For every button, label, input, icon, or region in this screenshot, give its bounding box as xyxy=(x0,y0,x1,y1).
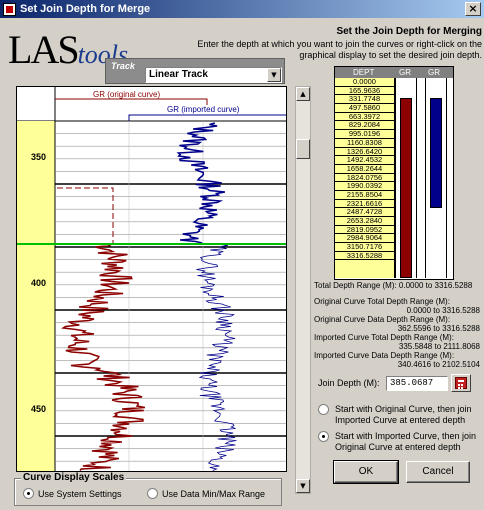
orig-data-label: Original Curve Data Depth Range (M): xyxy=(314,315,451,324)
depth-row: 165.9636 xyxy=(335,86,394,96)
log-plot[interactable]: GR (original curve) GR (imported curve) … xyxy=(16,86,287,472)
scales-title: Curve Display Scales xyxy=(21,472,127,483)
depth-row: 1326.6420 xyxy=(335,147,394,157)
option-start-imported[interactable]: Start with Imported Curve, then join Ori… xyxy=(318,431,482,453)
scale-minmax-radio[interactable] xyxy=(147,488,158,499)
depth-grid xyxy=(55,121,286,471)
cancel-button[interactable]: Cancel xyxy=(406,461,470,483)
depth-label-400: 400 xyxy=(31,278,46,288)
ok-button[interactable]: OK xyxy=(333,460,399,484)
imp-total-label: Imported Curve Total Depth Range (M): xyxy=(314,333,454,342)
depth-row: 1492.4532 xyxy=(335,155,394,165)
start-imported-radio[interactable] xyxy=(318,431,329,442)
imp-data-value: 340.4616 to 2102.5104 xyxy=(397,360,480,369)
depth-row: 2487.4728 xyxy=(335,208,394,217)
depth-row: 0.0000 xyxy=(335,77,394,87)
depth-overview-table[interactable]: DEPT GR GR 0.0000 165.9636 331.7748 497.586… xyxy=(334,66,454,280)
close-button[interactable]: × xyxy=(465,2,481,16)
join-depth-label: Join Depth (M): xyxy=(318,378,380,388)
track-select[interactable]: Linear Track ▼ xyxy=(145,67,282,83)
original-curve xyxy=(61,243,146,471)
chevron-down-icon[interactable]: ▼ xyxy=(267,68,281,82)
logo-las-text: LAS xyxy=(8,27,80,72)
total-depth-range: Total Depth Range (M): 0.0000 to 3316.52… xyxy=(314,281,473,290)
scale-system-label: Use System Settings xyxy=(38,488,122,499)
calculator-icon xyxy=(455,377,467,389)
curve-display-scales-group: Curve Display Scales Use System Settings… xyxy=(14,472,282,506)
imported-gr-bar xyxy=(430,98,442,208)
depth-row: 1160.8308 xyxy=(335,138,394,148)
lastools-logo: LAStools xyxy=(8,26,128,72)
depth-track xyxy=(17,121,55,471)
scale-minmax-label: Use Data Min/Max Range xyxy=(162,488,266,499)
imp-total-value: 335.5848 to 2111.8068 xyxy=(398,342,480,351)
depth-row: 1824.0756 xyxy=(335,173,394,183)
option-start-original[interactable]: Start with Original Curve, then join Imp… xyxy=(318,404,478,426)
scroll-down-icon[interactable]: ▼ xyxy=(296,479,310,493)
imported-curve-label: GR (imported curve) xyxy=(167,105,240,114)
original-curve-label: GR (original curve) xyxy=(93,90,160,99)
imported-curve xyxy=(176,122,226,244)
depth-row: 497.5860 xyxy=(335,103,394,113)
window-title: Set Join Depth for Merge xyxy=(20,3,151,15)
depth-label-350: 350 xyxy=(31,152,46,162)
depth-label-450: 450 xyxy=(31,404,46,414)
depth-table-header: DEPT GR GR xyxy=(335,67,453,78)
app-icon xyxy=(3,2,16,16)
scroll-thumb[interactable] xyxy=(296,139,310,159)
start-original-radio[interactable] xyxy=(318,404,329,415)
scale-system-option[interactable]: Use System Settings xyxy=(23,488,122,499)
original-curve-bracket xyxy=(57,187,114,244)
orig-total-value: 0.0000 to 3316.5288 xyxy=(406,306,480,315)
depth-row: 2819.0952 xyxy=(335,225,394,235)
col-header-gr-imported: GR xyxy=(428,68,440,77)
join-depth-input[interactable]: 385.0687 xyxy=(386,376,448,391)
col-header-dept: DEPT xyxy=(353,68,375,77)
depth-row: 663.3972 xyxy=(335,112,394,122)
depth-row: 2321.6616 xyxy=(335,199,394,209)
depth-row: 1658.2644 xyxy=(335,164,394,174)
depth-row: 3316.5288 xyxy=(335,251,394,261)
imported-gr-column xyxy=(425,78,447,278)
depth-row: 2984.9064 xyxy=(335,234,394,244)
depth-row: 2653.2840 xyxy=(335,216,394,226)
depth-row: 2155.8504 xyxy=(335,190,394,200)
scale-system-radio[interactable] xyxy=(23,488,34,499)
original-gr-column xyxy=(395,78,417,278)
page-title: Set the Join Depth for Merging xyxy=(336,26,482,37)
track-select-value: Linear Track xyxy=(149,69,208,80)
scale-minmax-option[interactable]: Use Data Min/Max Range xyxy=(147,488,265,499)
depth-labels: 350 400 450 xyxy=(31,152,46,414)
title-bar: Set Join Depth for Merge × xyxy=(0,0,484,18)
imp-data-label: Imported Curve Data Depth Range (M): xyxy=(314,351,455,360)
start-original-label: Start with Original Curve, then join Imp… xyxy=(335,404,472,425)
col-header-gr-original: GR xyxy=(399,68,411,77)
depth-row: 1990.0392 xyxy=(335,182,394,191)
orig-data-value: 362.5596 to 3316.5288 xyxy=(397,324,480,333)
scroll-up-icon[interactable]: ▲ xyxy=(296,87,310,101)
imported-curve-continuation xyxy=(196,243,237,471)
start-imported-label: Start with Imported Curve, then join Ori… xyxy=(335,431,477,452)
orig-total-label: Original Curve Total Depth Range (M): xyxy=(314,297,450,306)
log-plot-canvas[interactable]: GR (original curve) GR (imported curve) … xyxy=(17,87,286,471)
plot-scrollbar[interactable]: ▲ ▼ xyxy=(295,86,311,494)
depth-row: 3150.7176 xyxy=(335,242,394,252)
calculator-button[interactable] xyxy=(451,374,471,392)
depth-row: 331.7748 xyxy=(335,95,394,105)
depth-row: 829.2084 xyxy=(335,121,394,131)
original-gr-bar xyxy=(400,98,412,278)
depth-row: 995.0196 xyxy=(335,129,394,139)
instructions-text: Enter the depth at which you want to joi… xyxy=(197,39,482,60)
track-label: Track xyxy=(111,61,135,71)
depth-values-column: 0.0000 165.9636 331.7748 497.5860 663.3972 82… xyxy=(335,77,395,278)
